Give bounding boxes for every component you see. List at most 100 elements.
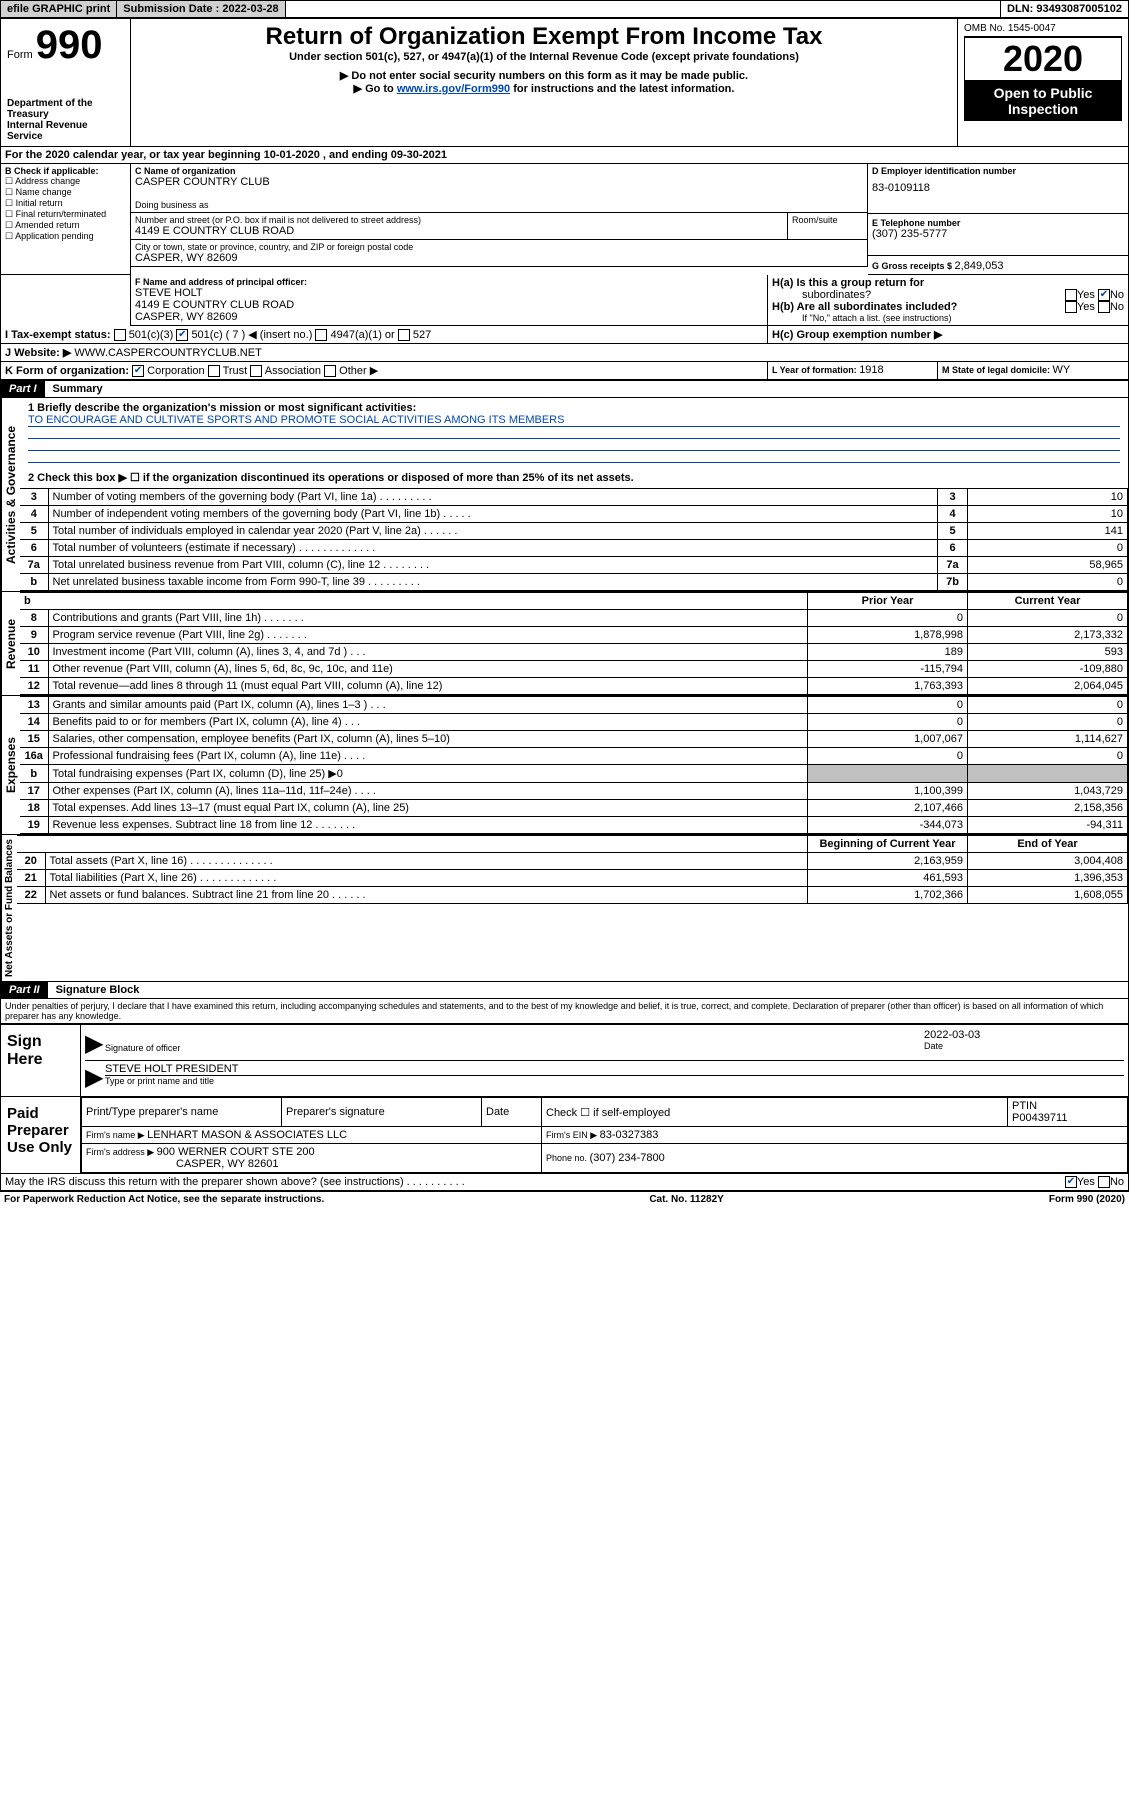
officer-addr2: CASPER, WY 82609 <box>135 311 763 323</box>
gov-table: 3 Number of voting members of the govern… <box>20 488 1128 591</box>
side-expenses: Expenses <box>1 696 20 834</box>
q1: 1 Briefly describe the organization's mi… <box>20 398 1128 467</box>
ptin-cell: PTIN P00439711 <box>1008 1098 1128 1127</box>
check-name-change[interactable]: ☐ Name change <box>5 187 126 198</box>
omb-number: OMB No. 1545-0047 <box>964 23 1122 37</box>
officer-addr1: 4149 E COUNTRY CLUB ROAD <box>135 299 763 311</box>
net-table: Beginning of Current YearEnd of Year 20 … <box>17 835 1128 904</box>
info-grid: B Check if applicable: ☐ Address change … <box>0 164 1129 275</box>
table-row: 15 Salaries, other compensation, employe… <box>20 731 1128 748</box>
line-l: L Year of formation: 1918 <box>768 362 938 380</box>
discuss-text: May the IRS discuss this return with the… <box>5 1176 465 1188</box>
check-4947[interactable] <box>315 329 327 341</box>
title-box: Return of Organization Exempt From Incom… <box>131 19 958 146</box>
h-c: H(c) Group exemption number ▶ <box>768 326 1128 344</box>
gross-receipts: G Gross receipts $ 2,849,053 <box>872 260 1124 272</box>
box-f: F Name and address of principal officer:… <box>131 275 768 326</box>
line-a: For the 2020 calendar year, or tax year … <box>0 147 1129 164</box>
check-address-change[interactable]: ☐ Address change <box>5 176 126 187</box>
table-row: 11 Other revenue (Part VIII, column (A),… <box>20 661 1128 678</box>
sig-officer-label: Signature of officer <box>105 1043 924 1053</box>
check-other[interactable] <box>324 365 336 377</box>
part2-title: Signature Block <box>48 982 148 998</box>
table-row: 7a Total unrelated business revenue from… <box>20 557 1128 574</box>
ein-value: 83-0109118 <box>872 182 1124 194</box>
line-m: M State of legal domicile: WY <box>938 362 1128 380</box>
officer-name: STEVE HOLT <box>135 287 763 299</box>
tax-year: 2020 <box>964 37 1122 81</box>
phone-label: E Telephone number <box>872 218 1124 228</box>
k-l-m-row: K Form of organization: Corporation Trus… <box>0 362 1129 380</box>
irs-link[interactable]: www.irs.gov/Form990 <box>397 83 510 95</box>
check-assoc[interactable] <box>250 365 262 377</box>
officer-printed-name: STEVE HOLT PRESIDENT <box>105 1063 1124 1076</box>
check-initial-return[interactable]: ☐ Initial return <box>5 198 126 209</box>
efile-print-button[interactable]: efile GRAPHIC print <box>1 1 117 17</box>
part2-badge: Part II <box>1 982 48 998</box>
table-row: 16a Professional fundraising fees (Part … <box>20 748 1128 765</box>
table-row: 21 Total liabilities (Part X, line 26) .… <box>17 870 1128 887</box>
form-number: 990 <box>36 23 103 67</box>
form-ref: Form 990 (2020) <box>1049 1194 1125 1205</box>
firm-phone-cell: Phone no. (307) 234-7800 <box>542 1144 1128 1173</box>
table-row: 12 Total revenue—add lines 8 through 11 … <box>20 678 1128 695</box>
form-subtitle-3: ▶ Go to www.irs.gov/Form990 for instruct… <box>137 82 951 95</box>
expenses-table: 13 Grants and similar amounts paid (Part… <box>20 696 1128 834</box>
table-row: 10 Investment income (Part VIII, column … <box>20 644 1128 661</box>
check-trust[interactable] <box>208 365 220 377</box>
col-prior: Prior Year <box>808 593 968 610</box>
f-h-row: F Name and address of principal officer:… <box>0 275 1129 326</box>
street-label: Number and street (or P.O. box if mail i… <box>135 215 783 225</box>
footer: For Paperwork Reduction Act Notice, see … <box>0 1192 1129 1207</box>
topbar-spacer <box>286 1 1001 17</box>
j-row: J Website: ▶ WWW.CASPERCOUNTRYCLUB.NET <box>0 344 1129 362</box>
table-row: b Net unrelated business taxable income … <box>20 574 1128 591</box>
discuss-answer[interactable]: Yes No <box>1065 1176 1124 1188</box>
signature-block: Sign Here ▶ Signature of officer 2022-03… <box>0 1024 1129 1174</box>
sign-arrow-icon: ▶ <box>85 1029 105 1058</box>
check-application-pending[interactable]: ☐ Application pending <box>5 231 126 242</box>
org-name: CASPER COUNTRY CLUB <box>135 176 863 188</box>
form-title: Return of Organization Exempt From Incom… <box>137 23 951 51</box>
line-i: I Tax-exempt status: 501(c)(3) 501(c) ( … <box>1 326 768 344</box>
prep-date-hdr: Date <box>482 1098 542 1127</box>
table-row: 5 Total number of individuals employed i… <box>20 523 1128 540</box>
f-spacer <box>1 275 131 326</box>
side-revenue: Revenue <box>1 592 20 695</box>
table-row: 22 Net assets or fund balances. Subtract… <box>17 887 1128 904</box>
box-b-header: B Check if applicable: <box>5 166 126 176</box>
check-amended-return[interactable]: ☐ Amended return <box>5 220 126 231</box>
part1-badge: Part I <box>1 381 45 397</box>
check-501c3[interactable] <box>114 329 126 341</box>
sign-here-label: Sign Here <box>1 1025 81 1096</box>
h-b-answer[interactable]: Yes No <box>1065 301 1124 313</box>
h-b-note: If "No," attach a list. (see instruction… <box>772 313 1124 323</box>
net-assets-section: Net Assets or Fund Balances Beginning of… <box>0 835 1129 982</box>
check-527[interactable] <box>398 329 410 341</box>
officer-label: F Name and address of principal officer: <box>135 277 763 287</box>
check-corp[interactable] <box>132 365 144 377</box>
table-row: 9 Program service revenue (Part VIII, li… <box>20 627 1128 644</box>
org-name-label: C Name of organization <box>135 166 863 176</box>
year-box: OMB No. 1545-0047 2020 Open to Public In… <box>958 19 1128 146</box>
box-d-e-g: D Employer identification number 83-0109… <box>868 164 1128 275</box>
side-net: Net Assets or Fund Balances <box>1 835 17 981</box>
i-row: I Tax-exempt status: 501(c)(3) 501(c) ( … <box>0 326 1129 344</box>
perjury-text: Under penalties of perjury, I declare th… <box>0 999 1129 1024</box>
check-501c[interactable] <box>176 329 188 341</box>
self-employed-check[interactable]: Check ☐ if self-employed <box>542 1098 1008 1127</box>
cat-no: Cat. No. 11282Y <box>649 1194 723 1205</box>
check-final-return[interactable]: ☐ Final return/terminated <box>5 209 126 220</box>
ein-label: D Employer identification number <box>872 166 1124 176</box>
firm-addr-cell: Firm's address ▶ 900 WERNER COURT STE 20… <box>82 1144 542 1173</box>
submission-date: Submission Date : 2022-03-28 <box>117 1 285 17</box>
city-label: City or town, state or province, country… <box>135 242 863 252</box>
col-begin: Beginning of Current Year <box>808 836 968 853</box>
mission-text: TO ENCOURAGE AND CULTIVATE SPORTS AND PR… <box>28 414 1120 427</box>
website-value: WWW.CASPERCOUNTRYCLUB.NET <box>74 347 261 359</box>
city-state-zip: CASPER, WY 82609 <box>135 252 863 264</box>
pra-notice: For Paperwork Reduction Act Notice, see … <box>4 1194 324 1205</box>
h-a-answer[interactable]: Yes No <box>1065 289 1124 301</box>
side-activities: Activities & Governance <box>1 398 20 591</box>
tax-year-range: For the 2020 calendar year, or tax year … <box>1 147 1128 163</box>
